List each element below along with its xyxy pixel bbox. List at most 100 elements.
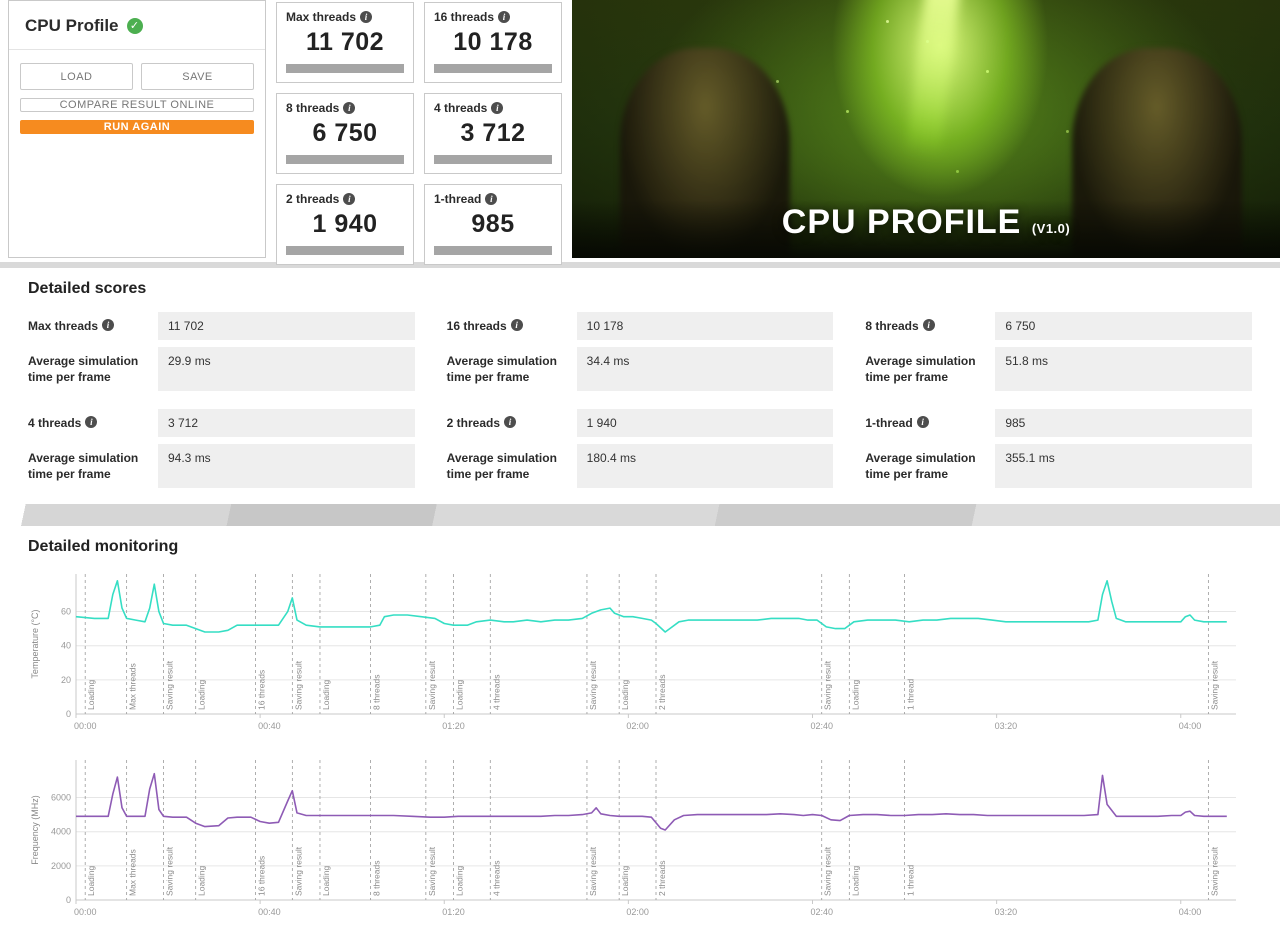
- info-icon[interactable]: [343, 193, 356, 205]
- svg-text:02:00: 02:00: [626, 907, 649, 917]
- svg-text:Saving result: Saving result: [588, 846, 598, 896]
- svg-text:Max threads: Max threads: [128, 849, 138, 896]
- score-bar: [434, 246, 552, 255]
- hero-floor-shadow: [572, 200, 1280, 258]
- info-icon[interactable]: [922, 319, 935, 331]
- hero-sparks-artwork: [926, 40, 929, 43]
- save-button[interactable]: SAVE: [141, 63, 254, 90]
- svg-text:Saving result: Saving result: [823, 846, 833, 896]
- score-card-label: 16 threads: [434, 10, 495, 24]
- hero-title: CPU PROFILE (V1.0): [572, 203, 1280, 242]
- svg-text:Temperature (°C): Temperature (°C): [30, 609, 40, 678]
- svg-text:40: 40: [61, 641, 71, 651]
- detail-score-value: 3 712: [158, 409, 415, 437]
- detail-max-threads: Max threads 11 702 Average simulation ti…: [28, 312, 415, 391]
- score-card-1-thread: 1-thread 985: [424, 184, 562, 265]
- hero-title-text: CPU PROFILE: [781, 203, 1022, 241]
- score-bar: [286, 246, 404, 255]
- svg-text:Loading: Loading: [321, 865, 331, 896]
- info-icon[interactable]: [102, 319, 115, 331]
- score-bar: [286, 64, 404, 73]
- info-icon[interactable]: [510, 319, 523, 331]
- info-icon[interactable]: [343, 102, 356, 114]
- detail-label: 8 threads: [865, 319, 919, 333]
- panel-header: CPU Profile: [9, 1, 265, 50]
- detail-score-value: 10 178: [576, 312, 834, 340]
- avg-sim-label: Average simulation time per frame: [28, 451, 139, 482]
- detail-16-threads: 16 threads 10 178 Average simulation tim…: [447, 312, 834, 391]
- detail-score-value: 6 750: [995, 312, 1252, 340]
- score-card-8-threads: 8 threads 6 750: [276, 93, 414, 174]
- score-card-2-threads: 2 threads 1 940: [276, 184, 414, 265]
- svg-text:Loading: Loading: [620, 679, 630, 710]
- svg-text:1 thread: 1 thread: [906, 679, 916, 710]
- svg-text:Loading: Loading: [86, 679, 96, 710]
- detail-label: Max threads: [28, 319, 99, 333]
- run-again-button[interactable]: RUN AGAIN: [20, 120, 254, 134]
- page-title: CPU Profile: [25, 16, 119, 35]
- detailed-monitoring-title: Detailed monitoring: [28, 538, 179, 555]
- svg-text:Loading: Loading: [620, 865, 630, 896]
- info-icon[interactable]: [485, 193, 498, 205]
- info-icon[interactable]: [498, 11, 511, 23]
- score-card-4-threads: 4 threads 3 712: [424, 93, 562, 174]
- svg-text:2000: 2000: [51, 861, 71, 871]
- diagonal-divider-band: [0, 504, 1280, 526]
- score-card-label: 2 threads: [286, 192, 340, 206]
- svg-text:8 threads: 8 threads: [372, 675, 382, 710]
- detail-2-threads: 2 threads 1 940 Average simulation time …: [447, 409, 834, 488]
- svg-text:02:00: 02:00: [626, 721, 649, 731]
- svg-text:4 threads: 4 threads: [491, 675, 501, 710]
- svg-text:2 threads: 2 threads: [657, 861, 667, 896]
- compare-result-online-button[interactable]: COMPARE RESULT ONLINE: [20, 98, 254, 112]
- score-card-value: 6 750: [312, 119, 378, 147]
- svg-text:Loading: Loading: [850, 865, 860, 896]
- svg-text:04:00: 04:00: [1179, 721, 1202, 731]
- info-icon[interactable]: [85, 416, 98, 428]
- svg-text:1 thread: 1 thread: [906, 865, 916, 896]
- score-card-max-threads: Max threads 11 702: [276, 2, 414, 83]
- avg-sim-value: 355.1 ms: [995, 444, 1252, 488]
- svg-text:00:40: 00:40: [258, 721, 281, 731]
- svg-text:6000: 6000: [51, 793, 71, 803]
- score-bar: [286, 155, 404, 164]
- svg-text:0: 0: [66, 895, 71, 905]
- detail-score-value: 11 702: [158, 312, 415, 340]
- info-icon[interactable]: [504, 416, 517, 428]
- svg-text:00:00: 00:00: [74, 907, 97, 917]
- svg-text:00:40: 00:40: [258, 907, 281, 917]
- info-icon[interactable]: [360, 11, 373, 23]
- score-card-label: Max threads: [286, 10, 357, 24]
- info-icon[interactable]: [491, 102, 504, 114]
- svg-text:2 threads: 2 threads: [657, 675, 667, 710]
- score-bar: [434, 155, 552, 164]
- score-card-value: 11 702: [305, 28, 385, 56]
- score-bar: [434, 64, 552, 73]
- top-section: CPU Profile LOAD SAVE COMPARE RESULT ONL…: [0, 0, 1280, 265]
- info-icon[interactable]: [916, 416, 929, 428]
- svg-text:Saving result: Saving result: [427, 660, 437, 710]
- svg-text:Loading: Loading: [850, 679, 860, 710]
- svg-text:Saving result: Saving result: [293, 660, 303, 710]
- svg-text:02:40: 02:40: [811, 721, 834, 731]
- avg-sim-label: Average simulation time per frame: [446, 354, 557, 385]
- load-button[interactable]: LOAD: [20, 63, 133, 90]
- avg-sim-label: Average simulation time per frame: [865, 451, 976, 482]
- svg-text:Loading: Loading: [197, 679, 207, 710]
- svg-text:Saving result: Saving result: [1209, 846, 1219, 896]
- svg-text:00:00: 00:00: [74, 721, 97, 731]
- svg-text:04:00: 04:00: [1179, 907, 1202, 917]
- svg-text:16 threads: 16 threads: [257, 670, 267, 710]
- score-card-label: 4 threads: [434, 101, 488, 115]
- detailed-scores-grid: Max threads 11 702 Average simulation ti…: [22, 312, 1258, 488]
- detailed-scores-section: Detailed scores Max threads 11 702 Avera…: [0, 268, 1280, 504]
- score-card-16-threads: 16 threads 10 178: [424, 2, 562, 83]
- result-panel: CPU Profile LOAD SAVE COMPARE RESULT ONL…: [8, 0, 266, 258]
- score-card-label: 8 threads: [286, 101, 340, 115]
- svg-text:03:20: 03:20: [995, 721, 1018, 731]
- avg-sim-value: 34.4 ms: [576, 347, 834, 391]
- detail-4-threads: 4 threads 3 712 Average simulation time …: [28, 409, 415, 488]
- svg-text:Saving result: Saving result: [427, 846, 437, 896]
- svg-text:60: 60: [61, 607, 71, 617]
- svg-text:Loading: Loading: [321, 679, 331, 710]
